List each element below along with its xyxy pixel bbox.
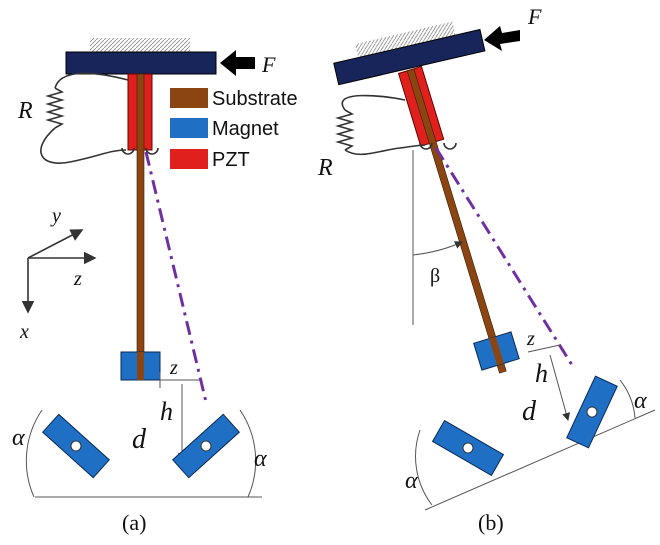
legend-label: Magnet (212, 118, 279, 140)
panel-a: F R y z x z h d α α (a) (12, 38, 276, 535)
tilt-label: β (430, 265, 440, 287)
force-label: F (527, 4, 542, 29)
legend: Substrate Magnet PZT (170, 88, 298, 171)
distance-label: d (132, 424, 147, 455)
legend-swatch (170, 118, 208, 138)
height-label: h (160, 397, 173, 426)
caption: (b) (478, 510, 504, 535)
angle-right-label: α (634, 388, 647, 414)
axis-x-label: x (19, 321, 29, 343)
legend-label: PZT (212, 149, 250, 171)
angle-right-label: α (254, 446, 267, 472)
panel-b: F R β z h d α α (b) (317, 4, 655, 535)
legend-swatch (170, 88, 208, 108)
axis-z-label: z (73, 268, 82, 290)
angle-left-label: α (405, 468, 418, 494)
resistor-label: R (317, 155, 333, 181)
angle-left-label: α (12, 425, 25, 451)
offset-label: z (526, 328, 535, 350)
legend-label: Substrate (212, 88, 298, 110)
figure: F R y z x z h d α α (a) Substrate (0, 0, 660, 545)
distance-label: d (522, 396, 537, 427)
caption: (a) (122, 510, 146, 535)
axis-y-label: y (50, 205, 61, 227)
legend-swatch (170, 149, 208, 169)
offset-label: z (169, 357, 178, 379)
height-label: h (535, 359, 548, 388)
resistor-label: R (17, 98, 33, 124)
force-label: F (261, 52, 276, 77)
